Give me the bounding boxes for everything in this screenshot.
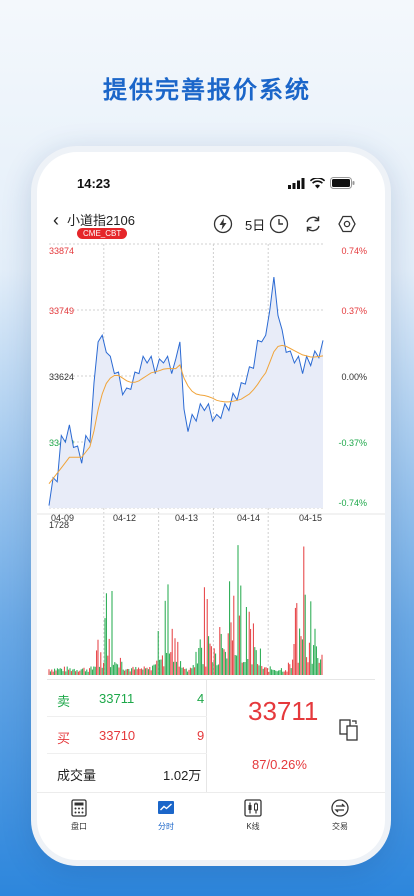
exchange-icon	[331, 799, 349, 817]
volume-max-label: 1728	[49, 520, 69, 530]
orderbook: 卖 33711 4 买 33710 9 成交量 1.02万 33711 87/0…	[47, 679, 375, 792]
wifi-icon	[310, 177, 325, 188]
status-bar: 14:23	[37, 152, 385, 196]
price-change: 87/0.26%	[252, 757, 307, 772]
x-date-label: 04-09	[51, 513, 74, 523]
tab-label-orderbook: 盘口	[71, 822, 87, 831]
status-icons	[288, 177, 355, 189]
volume-row: 成交量 1.02万	[47, 754, 207, 791]
bid-row: 买 33710 9	[47, 717, 207, 754]
bid-price: 33710	[99, 728, 136, 743]
ask-qty: 4	[197, 691, 205, 706]
exchange-badge: CME_CBT	[77, 228, 128, 239]
y-price-label: 33624	[49, 372, 74, 382]
x-date-label: 04-15	[299, 513, 322, 523]
tab-trade[interactable]: 交易	[300, 799, 380, 832]
tab-kline[interactable]: K线	[213, 799, 293, 832]
refresh-icon[interactable]	[303, 214, 323, 234]
tab-timeshare[interactable]: 分时	[126, 799, 206, 832]
intraday-chart[interactable]: 33874337493362433499333740.74%0.37%0.00%…	[37, 240, 385, 676]
volume-label: 成交量	[57, 768, 97, 783]
tab-label-timeshare: 分时	[158, 822, 174, 831]
ask-row: 卖 33711 4	[47, 680, 207, 717]
ask-label: 卖	[57, 694, 71, 709]
tab-bar: 盘口 分时 K线 交易	[37, 792, 385, 838]
tab-orderbook[interactable]: 盘口	[39, 799, 119, 832]
last-price-panel: 33711 87/0.26%	[208, 680, 375, 792]
y-pct-label: -0.74%	[338, 498, 367, 508]
candlestick-icon	[244, 799, 262, 817]
tab-label-trade: 交易	[332, 822, 348, 831]
y-pct-label: 0.74%	[341, 246, 367, 256]
period-selector[interactable]: 5日	[245, 218, 266, 233]
volume-value: 1.02万	[163, 768, 202, 783]
orderbook-quotes: 卖 33711 4 买 33710 9 成交量 1.02万	[47, 680, 207, 792]
y-pct-label: 0.00%	[341, 372, 367, 382]
battery-icon	[330, 177, 355, 189]
phone-frame: 14:23 ‹ 小道指2106 CME_CBT 5日 33874 33749 336…	[31, 146, 391, 866]
bid-label: 买	[57, 731, 71, 746]
price-area	[49, 277, 323, 508]
bid-qty: 9	[197, 728, 205, 743]
instrument-title: 小道指2106	[67, 213, 135, 228]
swap-icon[interactable]	[338, 718, 360, 742]
x-date-label: 04-13	[175, 513, 198, 523]
y-pct-label: -0.37%	[338, 438, 367, 448]
settings-hexagon-icon[interactable]	[337, 214, 357, 234]
x-date-label: 04-12	[113, 513, 136, 523]
lightning-icon[interactable]	[213, 214, 233, 234]
tab-label-kline: K线	[246, 822, 260, 831]
clock-icon[interactable]	[269, 214, 289, 234]
back-icon[interactable]: ‹	[53, 210, 59, 230]
status-time: 14:23	[77, 176, 111, 191]
signal-icon	[288, 177, 305, 189]
ask-price: 33711	[99, 691, 135, 706]
quote-header: ‹ 小道指2106 CME_CBT 5日	[37, 204, 385, 240]
y-price-label: 33749	[49, 306, 74, 316]
line-chart-icon	[158, 801, 174, 814]
y-price-label: 33874	[49, 246, 74, 256]
promo-headline: 提供完善报价系统	[103, 77, 311, 104]
y-pct-label: 0.37%	[341, 306, 367, 316]
average-line	[48, 344, 324, 485]
calculator-icon	[71, 799, 87, 817]
x-date-label: 04-14	[237, 513, 260, 523]
last-price: 33711	[248, 696, 319, 726]
price-line	[48, 277, 324, 506]
